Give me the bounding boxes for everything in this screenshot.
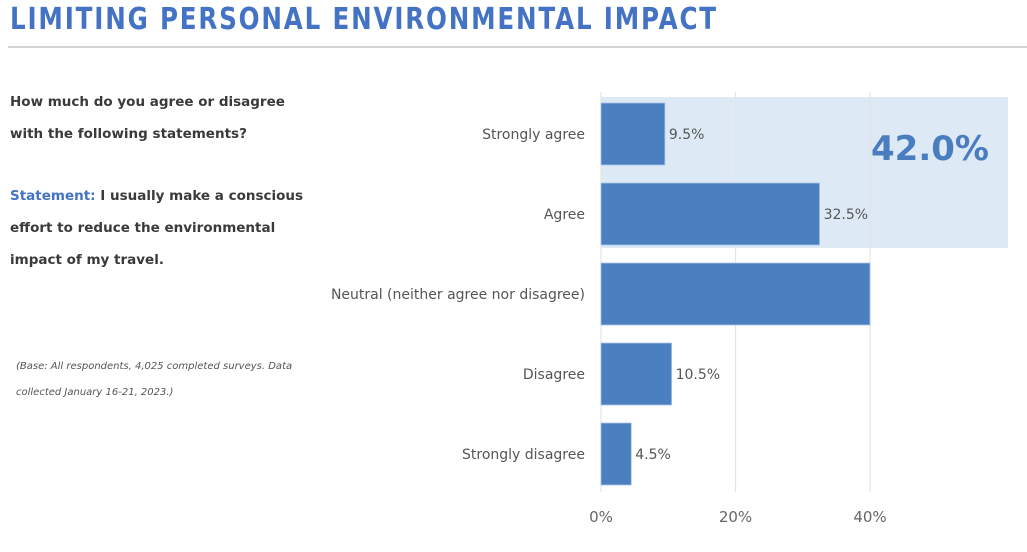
title-divider: [8, 46, 1027, 48]
survey-statement: Statement: I usually make a conscious ef…: [10, 180, 310, 276]
survey-question: How much do you agree or disagree with t…: [10, 94, 285, 142]
category-label: Strongly agree: [482, 127, 585, 143]
value-label: 32.5%: [824, 207, 868, 223]
bar: [600, 422, 632, 486]
bar: [600, 342, 673, 406]
x-tick-label: 40%: [853, 508, 886, 526]
category-label: Disagree: [523, 367, 585, 383]
value-labels: 9.5% 32.5% 10.5% 4.5%: [635, 127, 868, 463]
x-tick-labels: 0% 20% 40%: [589, 508, 887, 526]
category-label: Neutral (neither agree nor disagree): [331, 287, 585, 303]
category-labels: Strongly agree Agree Neutral (neither agre…: [331, 127, 585, 463]
x-tick-label: 20%: [719, 508, 752, 526]
bar: [600, 182, 820, 246]
bar: [600, 262, 871, 326]
statement-text: I usually make a conscious effort to red…: [10, 188, 304, 268]
base-note: (Base: All respondents, 4,025 completed …: [16, 361, 293, 398]
value-label: 9.5%: [669, 127, 705, 143]
bar: [600, 102, 666, 166]
combined-agree-annotation: 42.0%: [871, 129, 989, 169]
x-tick-label: 0%: [589, 508, 613, 526]
category-label: Strongly disagree: [462, 447, 585, 463]
value-label: 10.5%: [676, 367, 720, 383]
category-label: Agree: [544, 207, 585, 223]
page-title: LIMITING PERSONAL ENVIRONMENTAL IMPACT: [10, 2, 718, 37]
statement-label: Statement:: [10, 188, 96, 204]
bars: [600, 102, 871, 486]
value-label: 4.5%: [635, 447, 671, 463]
